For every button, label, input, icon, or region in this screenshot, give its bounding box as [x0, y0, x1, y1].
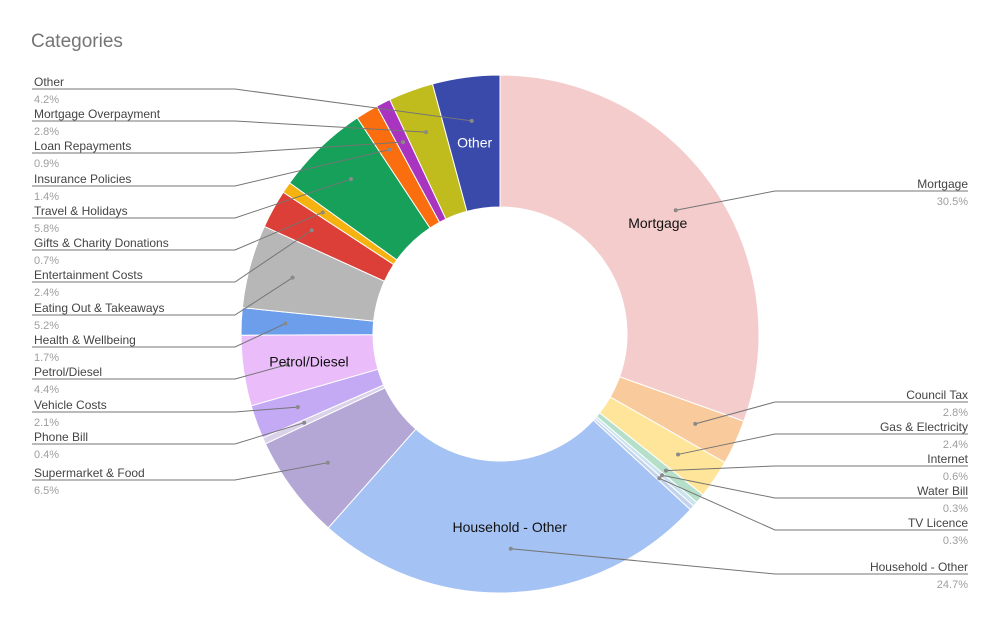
leader-line-petrol-diesel: [32, 364, 288, 380]
label-name-petrol-diesel: Petrol/Diesel: [34, 365, 102, 379]
leader-dot-internet: [663, 468, 668, 473]
label-percent-council-tax: 2.8%: [943, 407, 968, 419]
label-name-supermarket-food: Supermarket & Food: [34, 466, 145, 480]
label-name-council-tax: Council Tax: [906, 388, 968, 402]
leader-line-water-bill: [661, 474, 968, 499]
slice-other: [431, 74, 501, 213]
leader-dot-eating-out-takeaways: [290, 275, 295, 280]
label-percent-entertainment-costs: 2.4%: [34, 287, 59, 299]
label-percent-vehicle-costs: 2.1%: [34, 417, 59, 429]
leader-line-entertainment-costs: [32, 229, 313, 283]
leader-dot-insurance-policies: [387, 147, 392, 152]
slices-layer: [240, 74, 760, 594]
label-percent-supermarket-food: 6.5%: [34, 485, 59, 497]
label-name-vehicle-costs: Vehicle Costs: [34, 398, 107, 412]
leader-dot-water-bill: [660, 473, 665, 478]
label-name-internet: Internet: [927, 452, 968, 466]
leader-dot-mortgage-overpayment: [423, 130, 428, 135]
leader-line-other: [32, 88, 472, 122]
label-percent-water-bill: 0.3%: [943, 503, 968, 515]
inside-label-other: Other: [457, 135, 492, 151]
leader-line-council-tax: [695, 401, 968, 425]
leader-dot-petrol-diesel: [285, 362, 290, 367]
leader-dot-tv-licence: [657, 476, 662, 481]
chart-title: Categories: [31, 31, 123, 52]
leader-dot-health-wellbeing: [283, 321, 288, 326]
leader-line-insurance-policies: [32, 149, 390, 187]
label-percent-health-wellbeing: 1.7%: [34, 352, 59, 364]
leader-dot-gas-electricity: [676, 452, 681, 457]
inside-label-household-other: Household - Other: [452, 519, 567, 535]
label-name-insurance-policies: Insurance Policies: [34, 172, 131, 186]
leader-line-household-other: [510, 548, 968, 575]
label-name-health-wellbeing: Health & Wellbeing: [34, 333, 136, 347]
label-percent-phone-bill: 0.4%: [34, 449, 59, 461]
label-name-tv-licence: TV Licence: [908, 516, 968, 530]
leader-line-travel-holidays: [32, 178, 352, 219]
leader-line-mortgage: [675, 190, 968, 211]
slice-mortgage: [499, 74, 760, 422]
leader-line-vehicle-costs: [32, 406, 298, 413]
label-percent-mortgage: 30.5%: [937, 196, 968, 208]
leader-dot-mortgage: [673, 208, 678, 213]
labels-layer: Mortgage Household - Other Petrol/Diesel Ot…: [34, 75, 969, 591]
leader-line-eating-out-takeaways: [32, 277, 293, 316]
label-name-phone-bill: Phone Bill: [34, 430, 88, 444]
label-percent-internet: 0.6%: [943, 471, 968, 483]
label-name-water-bill: Water Bill: [917, 484, 968, 498]
label-percent-other: 4.2%: [34, 94, 59, 106]
label-name-other: Other: [34, 75, 64, 89]
leader-dot-loan-repayments: [401, 140, 406, 145]
label-percent-loan-repayments: 0.9%: [34, 158, 59, 170]
leader-line-gifts-charity-donations: [32, 211, 323, 251]
leader-dot-entertainment-costs: [309, 228, 314, 233]
label-name-household-other: Household - Other: [870, 560, 968, 574]
leader-line-gas-electricity: [677, 433, 968, 455]
leader-line-tv-licence: [659, 477, 968, 531]
label-name-entertainment-costs: Entertainment Costs: [34, 268, 143, 282]
leader-dot-vehicle-costs: [295, 405, 300, 410]
inside-label-mortgage: Mortgage: [628, 215, 687, 231]
leader-dot-phone-bill: [302, 420, 307, 425]
label-name-loan-repayments: Loan Repayments: [34, 139, 131, 153]
label-percent-eating-out-takeaways: 5.2%: [34, 320, 59, 332]
label-percent-household-other: 24.7%: [937, 579, 968, 591]
leader-line-health-wellbeing: [32, 323, 286, 348]
inside-label-petrol-diesel: Petrol/Diesel: [269, 353, 348, 369]
leader-dot-gifts-charity-donations: [320, 210, 325, 215]
label-name-gifts-charity-donations: Gifts & Charity Donations: [34, 236, 169, 250]
label-percent-gifts-charity-donations: 0.7%: [34, 255, 59, 267]
leader-dot-council-tax: [693, 421, 698, 426]
label-name-mortgage: Mortgage: [917, 177, 968, 191]
leader-lines-layer: [32, 88, 968, 575]
label-percent-mortgage-overpayment: 2.8%: [34, 126, 59, 138]
label-name-eating-out-takeaways: Eating Out & Takeaways: [34, 301, 165, 315]
label-percent-travel-holidays: 5.8%: [34, 223, 59, 235]
label-name-travel-holidays: Travel & Holidays: [34, 204, 128, 218]
leader-dot-other: [469, 118, 474, 123]
leader-line-loan-repayments: [32, 141, 404, 154]
leader-line-mortgage-overpayment: [32, 120, 427, 133]
leader-dot-supermarket-food: [325, 460, 330, 465]
leader-line-internet: [665, 465, 968, 472]
label-name-mortgage-overpayment: Mortgage Overpayment: [34, 107, 161, 121]
label-percent-petrol-diesel: 4.4%: [34, 384, 59, 396]
label-percent-insurance-policies: 1.4%: [34, 191, 59, 203]
leader-line-supermarket-food: [32, 462, 328, 481]
label-percent-gas-electricity: 2.4%: [943, 439, 968, 451]
leader-line-phone-bill: [32, 422, 305, 445]
label-percent-tv-licence: 0.3%: [943, 535, 968, 547]
leader-dot-household-other: [508, 546, 513, 551]
slice-household-other: [327, 419, 692, 594]
leader-dot-travel-holidays: [349, 177, 354, 182]
label-name-gas-electricity: Gas & Electricity: [880, 420, 968, 434]
